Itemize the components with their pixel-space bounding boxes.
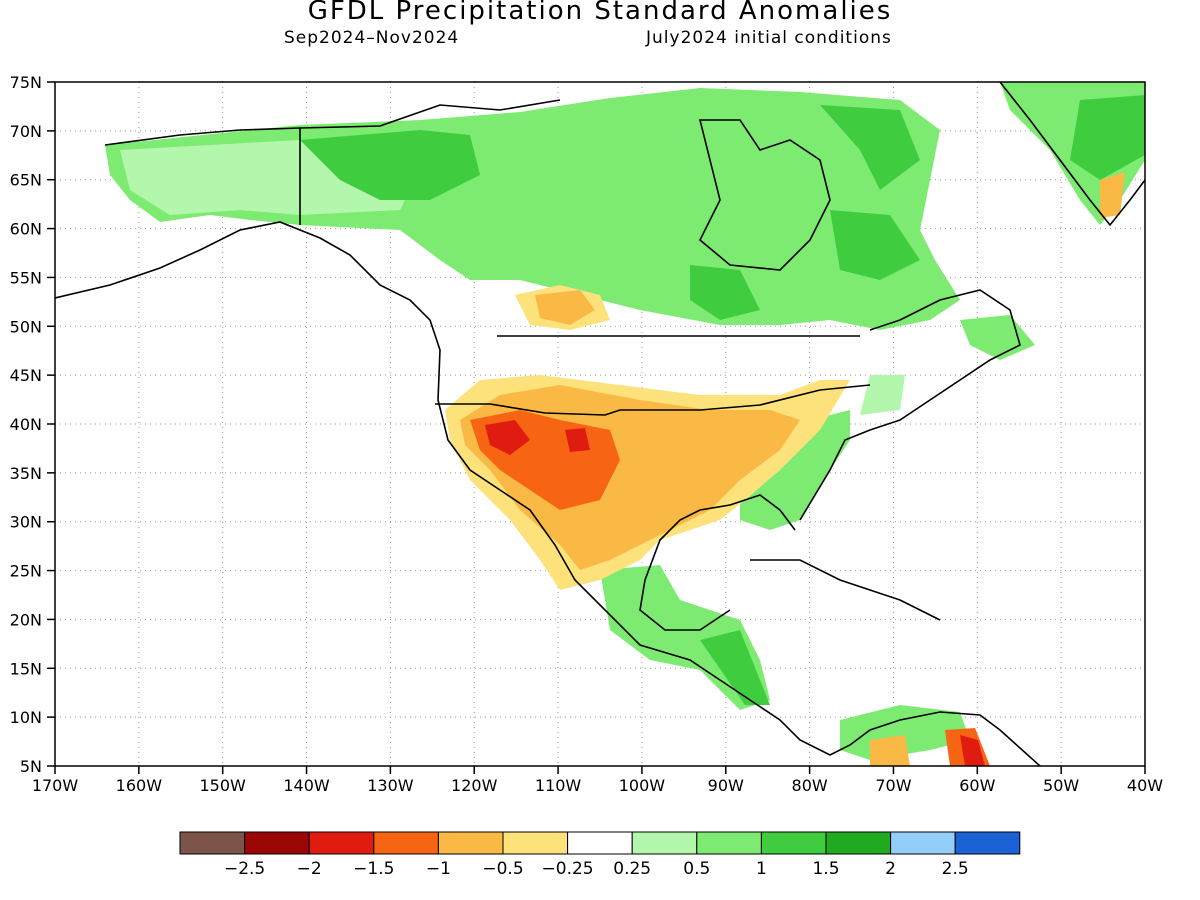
lon-label: 90W xyxy=(708,776,744,795)
colorbar-labels: −2.5 −2 −1.5 −1 −0.5 −0.25 0.25 0.5 1 1.5 2 2.5 xyxy=(224,859,969,879)
anomaly-shading xyxy=(105,82,1145,766)
colorbar-swatch xyxy=(954,831,1021,855)
anomaly-region xyxy=(870,735,910,766)
lon-label: 120W xyxy=(451,776,498,795)
lon-label: 110W xyxy=(535,776,582,795)
colorbar-label: 0.25 xyxy=(613,859,651,879)
lon-label: 130W xyxy=(367,776,414,795)
initial-conditions: July2024 initial conditions xyxy=(646,28,892,48)
anomaly-region xyxy=(565,428,590,452)
lon-label: 100W xyxy=(619,776,666,795)
lon-label: 160W xyxy=(116,776,163,795)
lat-label: 35N xyxy=(10,464,42,483)
colorbar-label: −1 xyxy=(426,859,451,879)
lon-label: 150W xyxy=(200,776,247,795)
colorbar-swatch xyxy=(825,831,892,855)
colorbar-swatch xyxy=(308,831,375,855)
lon-label: 140W xyxy=(283,776,330,795)
colorbar-label: −0.5 xyxy=(482,859,523,879)
colorbar-label: 1.5 xyxy=(812,859,839,879)
lon-label: 60W xyxy=(959,776,995,795)
lon-label: 70W xyxy=(875,776,911,795)
lon-label: 170W xyxy=(32,776,79,795)
anomaly-region xyxy=(960,315,1035,360)
anomaly-region xyxy=(485,420,530,455)
lat-label: 45N xyxy=(10,366,42,385)
colorbar-swatch xyxy=(244,831,310,855)
lon-label: 40W xyxy=(1127,776,1163,795)
anomaly-region xyxy=(690,265,760,320)
lat-label: 55N xyxy=(10,268,42,287)
lat-label: 75N xyxy=(10,73,42,92)
colorbar-swatch xyxy=(696,831,762,855)
lon-label: 50W xyxy=(1043,776,1079,795)
anomaly-region xyxy=(300,130,480,200)
colorbar-swatch xyxy=(373,831,439,855)
anomaly-region xyxy=(700,630,770,705)
lat-label: 25N xyxy=(10,562,42,581)
colorbar-swatch xyxy=(179,831,246,855)
colorbar-swatch xyxy=(760,831,827,855)
lat-label: 5N xyxy=(20,757,42,776)
lat-label: 40N xyxy=(10,415,42,434)
lat-label: 30N xyxy=(10,513,42,532)
colorbar-label: −1.5 xyxy=(353,859,394,879)
lon-label: 80W xyxy=(792,776,828,795)
longitude-labels: 170W 160W 150W 140W 130W 120W 110W 100W 90W 80W 70… xyxy=(32,766,1163,795)
colorbar-label: −2 xyxy=(297,859,322,879)
colorbar-label: 1 xyxy=(756,859,767,879)
anomaly-region xyxy=(830,210,920,280)
colorbar-label: −0.25 xyxy=(542,859,594,879)
colorbar-swatch xyxy=(631,831,698,855)
colorbar-swatch xyxy=(437,831,504,855)
colorbar-label: 2 xyxy=(885,859,896,879)
lat-label: 15N xyxy=(10,659,42,678)
anomaly-region xyxy=(960,735,985,766)
colorbar-label: 2.5 xyxy=(942,859,969,879)
lat-label: 60N xyxy=(10,220,42,239)
colorbar-swatch xyxy=(502,831,569,855)
anomaly-region xyxy=(1070,95,1145,180)
colorbar-label: 0.5 xyxy=(683,859,710,879)
colorbar-label: −2.5 xyxy=(224,859,265,879)
colorbar-boxes xyxy=(179,831,1021,855)
anomaly-region xyxy=(860,375,905,415)
lat-label: 50N xyxy=(10,317,42,336)
lat-label: 20N xyxy=(10,610,42,629)
lat-label: 70N xyxy=(10,122,42,141)
colorbar-swatch xyxy=(567,831,633,855)
forecast-period: Sep2024–Nov2024 xyxy=(284,28,460,48)
map-title: GFDL Precipitation Standard Anomalies xyxy=(307,0,893,26)
lat-label: 10N xyxy=(10,708,42,727)
anomaly-region xyxy=(535,290,595,325)
anomaly-region xyxy=(820,105,920,190)
lat-label: 65N xyxy=(10,171,42,190)
anomaly-region xyxy=(1100,172,1125,218)
colorbar-swatch xyxy=(890,831,956,855)
coastlines xyxy=(55,82,1145,766)
latitude-labels: 75N 70N 65N 60N 55N 50N 45N 40N 35N 30N 25N 20N 15N 1… xyxy=(10,73,55,776)
